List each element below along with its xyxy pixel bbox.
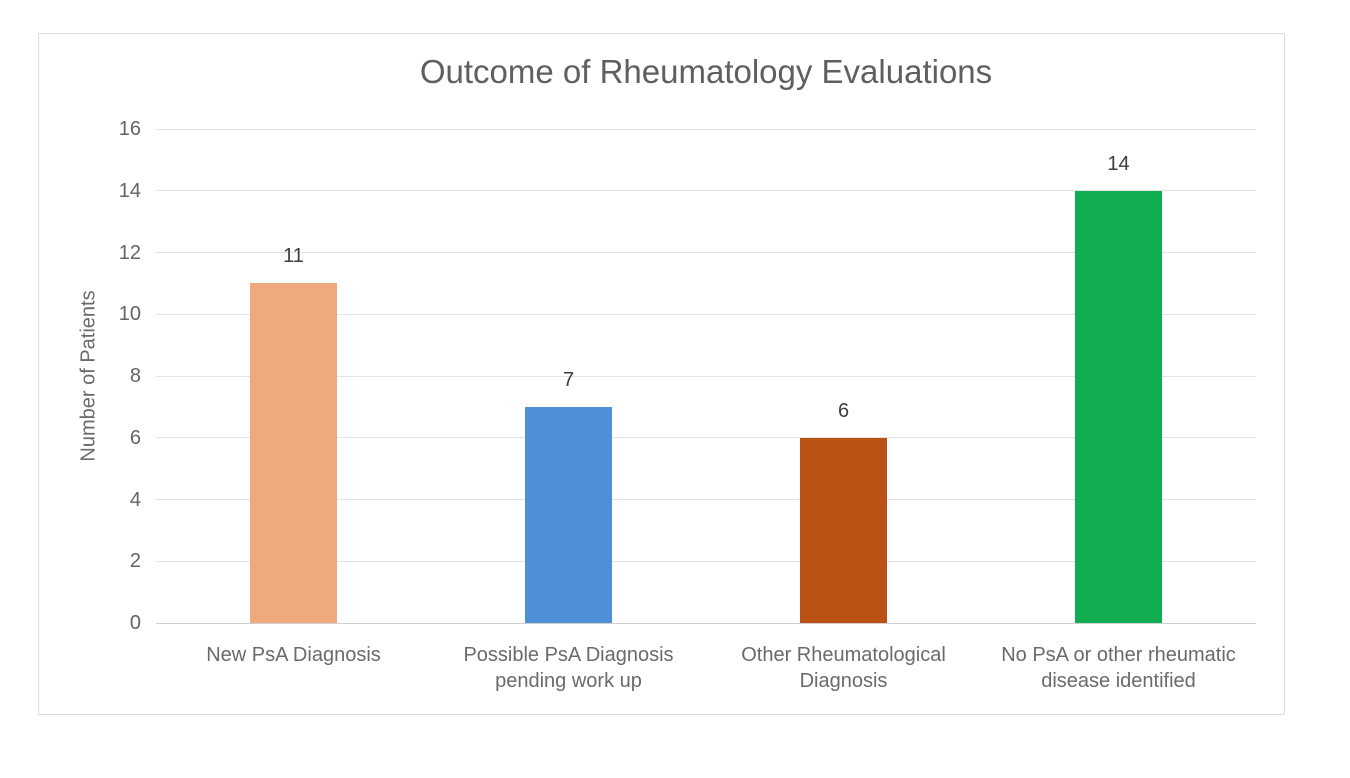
- x-category-cell: New PsA Diagnosis: [156, 642, 431, 694]
- x-category-cell: Other Rheumatological Diagnosis: [706, 642, 981, 694]
- gridline-16: [156, 128, 1256, 130]
- gridline-8: [156, 375, 1256, 377]
- chart-title: Outcome of Rheumatology Evaluations: [419, 53, 993, 90]
- bar-3: [800, 437, 887, 623]
- y-tick-label: 8: [129, 365, 141, 387]
- x-category-cell: Possible PsA Diagnosis pending work up: [431, 642, 706, 694]
- bar-4: [1075, 190, 1162, 623]
- y-tick-label: 2: [129, 550, 141, 573]
- bar-1: [250, 283, 337, 623]
- y-tick-label: 12: [118, 241, 141, 264]
- y-tick-label: 4: [129, 488, 141, 511]
- plot-area: 0 2 4 6 8 10 12 14 16 11 7 6 14: [119, 118, 1256, 634]
- gridline-2: [156, 560, 1256, 562]
- x-category-label: Other Rheumatological Diagnosis: [741, 644, 946, 692]
- bar-2: [525, 406, 612, 623]
- chart-card: Outcome of Rheumatology Evaluations Numb…: [38, 33, 1285, 715]
- x-category-label: No PsA or other rheumatic disease identi…: [1001, 644, 1236, 692]
- bar-value-label: 14: [1107, 152, 1130, 175]
- y-tick-label: 6: [129, 426, 141, 449]
- gridline-10: [156, 313, 1256, 315]
- x-category-cell: No PsA or other rheumatic disease identi…: [981, 642, 1256, 694]
- bar-value-label: 7: [562, 368, 575, 391]
- gridline-4: [156, 499, 1256, 500]
- x-axis-labels: New PsA Diagnosis Possible PsA Diagnosis …: [156, 642, 1256, 694]
- gridline-0: [156, 622, 1256, 624]
- x-category-label: New PsA Diagnosis: [206, 644, 381, 666]
- gridline-6: [156, 437, 1256, 439]
- y-tick-label: 0: [129, 612, 141, 634]
- y-tick-label: 16: [118, 118, 141, 140]
- gridline-14: [156, 190, 1256, 192]
- x-category-label: Possible PsA Diagnosis pending work up: [463, 644, 674, 692]
- bar-value-label: 11: [283, 245, 304, 268]
- gridline-12: [156, 252, 1256, 253]
- y-tick-label: 10: [118, 303, 141, 326]
- y-tick-label: 14: [118, 179, 141, 202]
- bar-value-label: 6: [837, 399, 850, 422]
- y-axis-title: Number of Patients: [77, 290, 100, 462]
